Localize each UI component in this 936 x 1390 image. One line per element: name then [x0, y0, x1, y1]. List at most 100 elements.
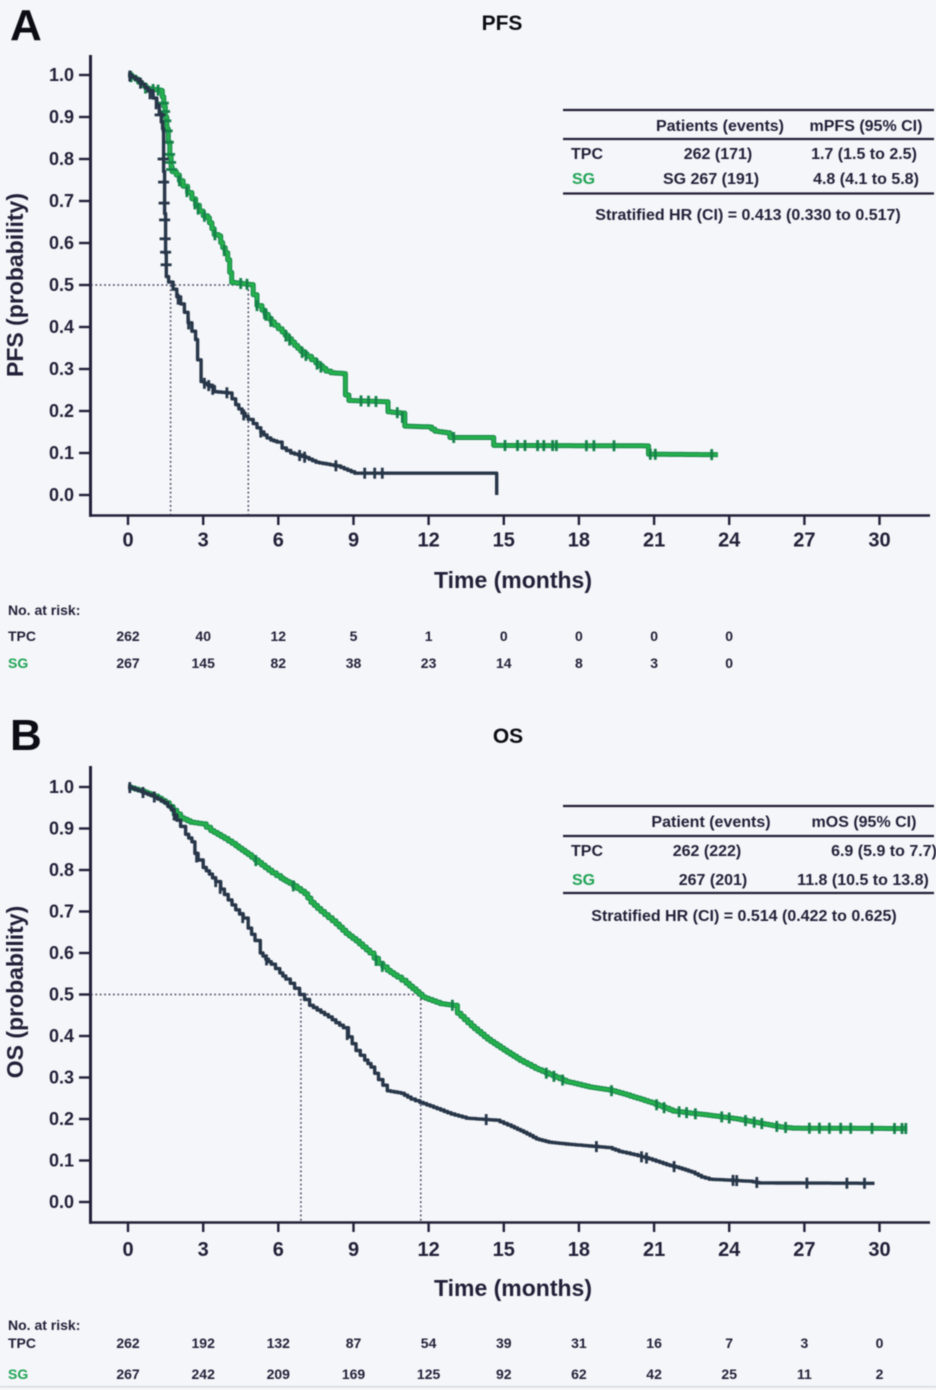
svg-text:SG: SG: [572, 872, 595, 889]
svg-text:B: B: [10, 711, 42, 760]
svg-text:267 (201): 267 (201): [679, 872, 748, 889]
svg-text:0.8: 0.8: [49, 860, 74, 880]
svg-text:0.1: 0.1: [49, 1151, 74, 1171]
svg-text:PFS: PFS: [482, 12, 523, 35]
svg-text:SG: SG: [8, 655, 28, 671]
svg-text:262 (171): 262 (171): [684, 146, 753, 163]
svg-text:0.4: 0.4: [49, 1026, 74, 1046]
svg-text:16: 16: [646, 1335, 662, 1351]
svg-text:0: 0: [725, 628, 733, 644]
svg-text:0.7: 0.7: [49, 191, 74, 211]
svg-text:15: 15: [493, 1239, 515, 1261]
svg-text:0.6: 0.6: [49, 943, 74, 963]
svg-text:2: 2: [876, 1366, 884, 1382]
svg-text:30: 30: [868, 530, 890, 552]
svg-text:OS (probability): OS (probability): [2, 906, 28, 1079]
svg-text:125: 125: [417, 1366, 441, 1382]
svg-text:1.0: 1.0: [49, 777, 74, 797]
svg-text:1.7 (1.5 to 2.5): 1.7 (1.5 to 2.5): [811, 146, 917, 163]
svg-text:3: 3: [650, 655, 658, 671]
svg-text:132: 132: [267, 1335, 291, 1351]
svg-text:262: 262: [116, 628, 140, 644]
svg-text:21: 21: [643, 1239, 665, 1261]
svg-text:0.5: 0.5: [49, 985, 74, 1005]
svg-text:No. at risk:: No. at risk:: [8, 602, 80, 618]
svg-text:12: 12: [417, 530, 439, 552]
svg-text:82: 82: [271, 655, 287, 671]
svg-text:6: 6: [273, 530, 284, 552]
svg-text:A: A: [10, 1, 42, 50]
svg-text:23: 23: [421, 655, 437, 671]
svg-text:18: 18: [568, 530, 590, 552]
svg-text:0: 0: [122, 530, 133, 552]
svg-text:6: 6: [273, 1239, 284, 1261]
svg-text:0: 0: [725, 655, 733, 671]
svg-text:SG: SG: [572, 171, 595, 188]
svg-text:42: 42: [646, 1366, 662, 1382]
svg-text:0: 0: [575, 628, 583, 644]
svg-text:24: 24: [718, 1239, 741, 1261]
svg-text:Time (months): Time (months): [434, 1275, 592, 1301]
svg-text:0.6: 0.6: [49, 233, 74, 253]
svg-text:mPFS (95% CI): mPFS (95% CI): [810, 118, 923, 135]
svg-text:267: 267: [116, 1366, 140, 1382]
svg-text:1: 1: [425, 628, 433, 644]
svg-text:SG 267 (191): SG 267 (191): [663, 171, 759, 188]
svg-text:24: 24: [718, 530, 741, 552]
svg-text:169: 169: [342, 1366, 366, 1382]
svg-text:18: 18: [568, 1239, 590, 1261]
svg-text:92: 92: [496, 1366, 512, 1382]
svg-text:3: 3: [198, 1239, 209, 1261]
svg-text:62: 62: [571, 1366, 587, 1382]
svg-text:0.1: 0.1: [49, 443, 74, 463]
svg-text:145: 145: [192, 655, 216, 671]
svg-text:1.0: 1.0: [49, 65, 74, 85]
svg-text:Stratified HR (CI) = 0.514 (0.: Stratified HR (CI) = 0.514 (0.422 to 0.6…: [591, 908, 896, 925]
svg-text:87: 87: [346, 1335, 362, 1351]
svg-text:Time (months): Time (months): [434, 567, 592, 593]
svg-text:192: 192: [192, 1335, 216, 1351]
svg-text:TPC: TPC: [8, 1335, 36, 1351]
svg-text:Stratified HR (CI) = 0.413 (0.: Stratified HR (CI) = 0.413 (0.330 to 0.5…: [595, 207, 900, 224]
svg-text:0.7: 0.7: [49, 902, 74, 922]
svg-text:0: 0: [122, 1239, 133, 1261]
svg-text:7: 7: [725, 1335, 733, 1351]
svg-text:262: 262: [116, 1335, 140, 1351]
svg-text:SG: SG: [8, 1366, 28, 1382]
svg-text:mOS (95% CI): mOS (95% CI): [812, 814, 917, 831]
svg-text:11: 11: [797, 1366, 812, 1382]
svg-text:40: 40: [195, 628, 211, 644]
svg-text:242: 242: [192, 1366, 216, 1382]
svg-text:0.5: 0.5: [49, 275, 74, 295]
svg-text:0: 0: [876, 1335, 884, 1351]
svg-text:21: 21: [643, 530, 665, 552]
svg-text:0.2: 0.2: [49, 1109, 74, 1129]
svg-text:27: 27: [793, 1239, 815, 1261]
svg-text:14: 14: [496, 655, 512, 671]
svg-text:0.3: 0.3: [49, 359, 74, 379]
svg-text:4.8 (4.1 to 5.8): 4.8 (4.1 to 5.8): [813, 171, 919, 188]
svg-text:Patients (events): Patients (events): [656, 118, 784, 135]
svg-text:12: 12: [417, 1239, 439, 1261]
svg-text:PFS (probability): PFS (probability): [2, 193, 28, 377]
svg-text:39: 39: [496, 1335, 512, 1351]
svg-text:11.8 (10.5 to 13.8): 11.8 (10.5 to 13.8): [797, 872, 929, 889]
svg-text:0.3: 0.3: [49, 1068, 74, 1088]
svg-text:No. at risk:: No. at risk:: [8, 1317, 80, 1333]
svg-text:0.4: 0.4: [49, 317, 74, 337]
svg-text:TPC: TPC: [8, 628, 36, 644]
svg-text:0.8: 0.8: [49, 149, 74, 169]
svg-text:15: 15: [493, 530, 515, 552]
svg-text:3: 3: [198, 530, 209, 552]
svg-text:38: 38: [346, 655, 362, 671]
svg-text:12: 12: [271, 628, 287, 644]
svg-text:5: 5: [350, 628, 358, 644]
svg-text:3: 3: [801, 1335, 809, 1351]
svg-text:54: 54: [421, 1335, 437, 1351]
svg-text:262 (222): 262 (222): [673, 843, 742, 860]
svg-text:TPC: TPC: [571, 146, 603, 163]
svg-text:30: 30: [868, 1239, 890, 1261]
svg-text:0: 0: [500, 628, 508, 644]
svg-text:267: 267: [116, 655, 140, 671]
svg-text:27: 27: [793, 530, 815, 552]
